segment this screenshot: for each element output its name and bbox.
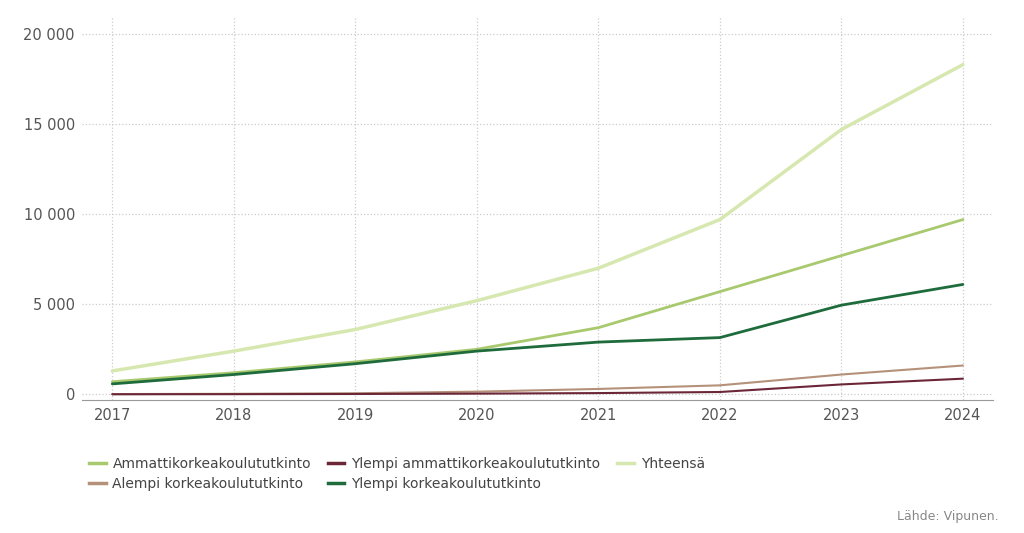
Ylempi ammattikorkeakoulututkinto xyxy=(471,391,483,397)
Yhteensä xyxy=(106,368,119,374)
Alempi korkeakoulututkinto xyxy=(227,391,240,397)
Ylempi korkeakoulututkinto xyxy=(106,381,119,387)
Ylempi korkeakoulututkinto xyxy=(836,302,848,309)
Ylempi ammattikorkeakoulututkinto xyxy=(714,389,726,395)
Yhteensä xyxy=(714,216,726,223)
Alempi korkeakoulututkinto xyxy=(349,390,361,397)
Alempi korkeakoulututkinto xyxy=(956,362,969,369)
Ylempi ammattikorkeakoulututkinto xyxy=(106,391,119,398)
Ylempi korkeakoulututkinto xyxy=(471,348,483,354)
Legend: Ammattikorkeakoulututkinto, Alempi korkeakoulututkinto, Ylempi ammattikorkeakoul: Ammattikorkeakoulututkinto, Alempi korke… xyxy=(89,457,705,491)
Line: Ylempi korkeakoulututkinto: Ylempi korkeakoulututkinto xyxy=(113,285,963,384)
Line: Ammattikorkeakoulututkinto: Ammattikorkeakoulututkinto xyxy=(113,220,963,382)
Ammattikorkeakoulututkinto xyxy=(836,253,848,259)
Ylempi korkeakoulututkinto xyxy=(592,339,604,345)
Ammattikorkeakoulututkinto xyxy=(956,216,969,223)
Ammattikorkeakoulututkinto xyxy=(349,359,361,365)
Yhteensä xyxy=(592,265,604,271)
Ammattikorkeakoulututkinto xyxy=(471,346,483,352)
Ylempi ammattikorkeakoulututkinto xyxy=(227,391,240,398)
Line: Ylempi ammattikorkeakoulututkinto: Ylempi ammattikorkeakoulututkinto xyxy=(113,378,963,394)
Ammattikorkeakoulututkinto xyxy=(714,288,726,295)
Alempi korkeakoulututkinto xyxy=(106,391,119,397)
Yhteensä xyxy=(349,326,361,333)
Alempi korkeakoulututkinto xyxy=(592,386,604,392)
Line: Yhteensä: Yhteensä xyxy=(113,64,963,371)
Ylempi ammattikorkeakoulututkinto xyxy=(592,390,604,396)
Ylempi korkeakoulututkinto xyxy=(714,334,726,341)
Alempi korkeakoulututkinto xyxy=(836,372,848,378)
Ammattikorkeakoulututkinto xyxy=(592,325,604,331)
Text: Lähde: Vipunen.: Lähde: Vipunen. xyxy=(897,511,998,523)
Alempi korkeakoulututkinto xyxy=(471,389,483,395)
Ammattikorkeakoulututkinto xyxy=(106,378,119,385)
Ylempi ammattikorkeakoulututkinto xyxy=(349,391,361,397)
Ylempi korkeakoulututkinto xyxy=(349,360,361,367)
Yhteensä xyxy=(836,126,848,133)
Yhteensä xyxy=(471,297,483,304)
Yhteensä xyxy=(956,61,969,68)
Ylempi korkeakoulututkinto xyxy=(227,372,240,378)
Yhteensä xyxy=(227,348,240,354)
Ammattikorkeakoulututkinto xyxy=(227,369,240,376)
Ylempi korkeakoulututkinto xyxy=(956,281,969,288)
Alempi korkeakoulututkinto xyxy=(714,382,726,389)
Ylempi ammattikorkeakoulututkinto xyxy=(836,381,848,387)
Ylempi ammattikorkeakoulututkinto xyxy=(956,375,969,382)
Line: Alempi korkeakoulututkinto: Alempi korkeakoulututkinto xyxy=(113,366,963,394)
